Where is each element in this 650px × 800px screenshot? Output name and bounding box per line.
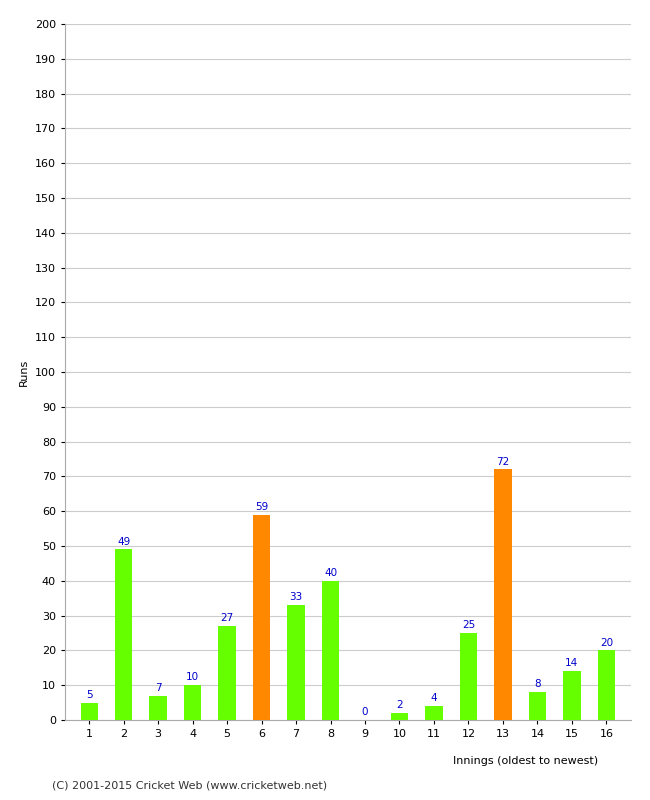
Bar bbox=[253, 514, 270, 720]
Text: 7: 7 bbox=[155, 683, 161, 693]
Bar bbox=[529, 692, 546, 720]
Bar bbox=[460, 633, 477, 720]
Text: 8: 8 bbox=[534, 679, 541, 690]
Bar bbox=[391, 713, 408, 720]
Text: 4: 4 bbox=[431, 694, 437, 703]
Bar bbox=[150, 696, 166, 720]
Bar bbox=[81, 702, 98, 720]
Text: Innings (oldest to newest): Innings (oldest to newest) bbox=[453, 756, 598, 766]
Text: 59: 59 bbox=[255, 502, 268, 512]
Y-axis label: Runs: Runs bbox=[20, 358, 29, 386]
Text: 27: 27 bbox=[220, 614, 234, 623]
Text: (C) 2001-2015 Cricket Web (www.cricketweb.net): (C) 2001-2015 Cricket Web (www.cricketwe… bbox=[52, 781, 327, 790]
Bar bbox=[564, 671, 580, 720]
Text: 72: 72 bbox=[497, 457, 510, 466]
Text: 0: 0 bbox=[362, 707, 369, 718]
Text: 2: 2 bbox=[396, 700, 403, 710]
Bar bbox=[598, 650, 615, 720]
Bar bbox=[287, 605, 305, 720]
Bar bbox=[115, 550, 132, 720]
Text: 20: 20 bbox=[600, 638, 613, 648]
Text: 49: 49 bbox=[117, 537, 130, 546]
Bar bbox=[218, 626, 236, 720]
Bar bbox=[425, 706, 443, 720]
Text: 25: 25 bbox=[462, 620, 475, 630]
Bar bbox=[494, 470, 512, 720]
Text: 10: 10 bbox=[186, 673, 199, 682]
Text: 14: 14 bbox=[566, 658, 578, 669]
Text: 5: 5 bbox=[86, 690, 92, 700]
Bar bbox=[322, 581, 339, 720]
Text: 40: 40 bbox=[324, 568, 337, 578]
Text: 33: 33 bbox=[289, 592, 303, 602]
Bar bbox=[184, 685, 202, 720]
